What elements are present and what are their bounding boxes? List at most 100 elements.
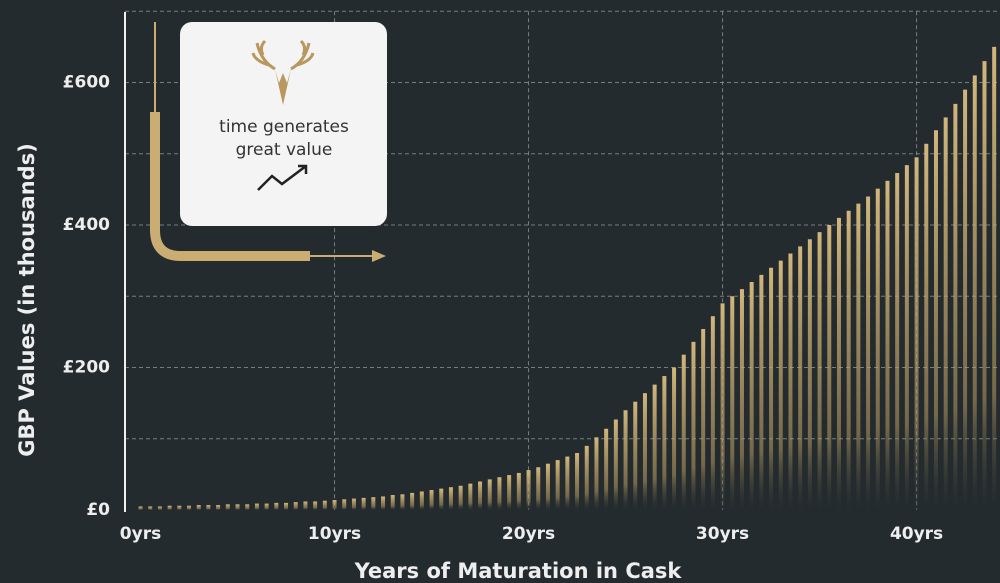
bar [778, 260, 783, 510]
bar [662, 376, 667, 510]
card [180, 22, 387, 226]
y-tick-label: £200 [63, 358, 110, 378]
bar [507, 475, 512, 510]
bar [390, 495, 395, 510]
x-tick-label: 20yrs [502, 524, 555, 544]
bar [701, 329, 706, 510]
bar [594, 437, 599, 510]
bar [429, 490, 434, 510]
bar [759, 274, 764, 510]
bar [953, 103, 958, 510]
bar [555, 460, 560, 510]
x-axis-label: Years of Maturation in Cask [354, 559, 683, 583]
y-axis-label: GBP Values (in thousands) [15, 143, 39, 457]
bar [914, 157, 919, 510]
x-tick-label: 30yrs [696, 524, 749, 544]
bar [672, 367, 677, 510]
bar [410, 492, 415, 510]
bar [187, 505, 192, 510]
bar [478, 481, 483, 510]
bar [933, 130, 938, 511]
bar [274, 502, 279, 510]
bar [924, 143, 929, 510]
annotation-text: great value [236, 140, 333, 160]
bar [206, 505, 211, 510]
bar [769, 267, 774, 510]
bar [293, 502, 298, 510]
bar [216, 505, 221, 510]
bar [642, 393, 647, 510]
bar [351, 498, 356, 510]
bar [458, 485, 463, 510]
bar [943, 117, 948, 510]
bar [254, 503, 259, 510]
bar [545, 463, 550, 510]
bar [332, 500, 337, 510]
bar [623, 410, 628, 510]
stag-icon [251, 39, 315, 105]
bar [342, 499, 347, 510]
bar [167, 505, 172, 510]
bar [225, 504, 230, 510]
annotation-text: time generates [219, 117, 349, 137]
time-arrow [150, 22, 386, 262]
bar [245, 504, 250, 510]
x-tick-label: 0yrs [120, 524, 161, 544]
bar [963, 89, 968, 510]
bar [652, 384, 657, 510]
bar [264, 503, 269, 510]
bar [904, 165, 909, 510]
bar [807, 239, 812, 510]
bar [875, 188, 880, 510]
bar [720, 303, 725, 510]
bar [798, 246, 803, 510]
bar [303, 501, 308, 510]
bar [681, 354, 686, 510]
bar [516, 472, 521, 510]
bar [313, 501, 318, 510]
bar [885, 180, 890, 510]
bar [439, 488, 444, 510]
bar [739, 289, 744, 510]
bar [982, 61, 987, 510]
bar [157, 506, 162, 510]
bar [371, 497, 376, 510]
bar [138, 506, 143, 510]
bar [487, 479, 492, 510]
bar [856, 203, 861, 510]
bar [604, 428, 609, 510]
x-tick-label: 10yrs [308, 524, 361, 544]
bar [526, 470, 531, 510]
bars [138, 46, 997, 511]
bar [972, 75, 977, 510]
bar [400, 494, 405, 510]
bar [536, 467, 541, 510]
bar [284, 502, 289, 510]
bar [361, 497, 366, 510]
bar [177, 505, 182, 510]
bar [196, 505, 201, 510]
bar [322, 500, 327, 510]
trend-icon [257, 164, 308, 191]
annotation-card: time generates great value [180, 22, 387, 226]
bar [565, 456, 570, 510]
bar [584, 445, 589, 510]
bar [788, 253, 793, 510]
bar [419, 491, 424, 510]
bar [710, 316, 715, 510]
y-tick-label: £0 [86, 500, 110, 520]
bar [836, 217, 841, 510]
bar [633, 401, 638, 510]
bar [827, 225, 832, 510]
bar [730, 296, 735, 510]
bar [468, 483, 473, 510]
bar [381, 496, 386, 510]
bar [866, 196, 871, 510]
bar [235, 504, 240, 510]
bar [148, 506, 153, 510]
bar [895, 172, 900, 511]
bar [497, 477, 502, 510]
x-tick-label: 40yrs [890, 524, 943, 544]
bar [749, 282, 754, 510]
